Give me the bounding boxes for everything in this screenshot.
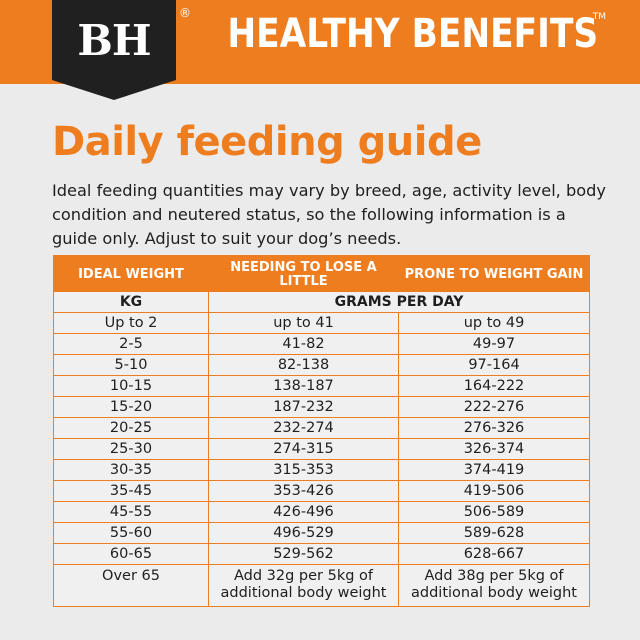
weight-cell: 30-35 — [53, 459, 209, 481]
unit-grams-per-day: GRAMS PER DAY — [208, 291, 590, 313]
lose-a-little-cell: 496-529 — [208, 522, 399, 544]
lose-a-little-cell: 232-274 — [208, 417, 399, 439]
lose-a-little-cell: 187-232 — [208, 396, 399, 418]
table-header-row: IDEAL WEIGHT NEEDING TO LOSE A LITTLE PR… — [53, 255, 590, 292]
lose-a-little-cell: 426-496 — [208, 501, 399, 523]
weight-gain-cell: 97-164 — [398, 354, 590, 376]
table-row: Over 65 Add 32g per 5kg of additional bod… — [53, 564, 590, 607]
weight-cell: 15-20 — [53, 396, 209, 418]
table-row: 30-35 315-353 374-419 — [53, 459, 590, 481]
lose-a-little-cell: 138-187 — [208, 375, 399, 397]
weight-cell: 25-30 — [53, 438, 209, 460]
lose-a-little-cell: 82-138 — [208, 354, 399, 376]
brand-logo-text: BH — [77, 16, 151, 65]
lose-a-little-cell: 353-426 — [208, 480, 399, 502]
table-row: 2-5 41-82 49-97 — [53, 333, 590, 355]
registered-mark: ® — [179, 6, 191, 20]
weight-gain-cell: 222-276 — [398, 396, 590, 418]
header-ideal-weight: IDEAL WEIGHT — [53, 255, 209, 292]
weight-gain-cell: 374-419 — [398, 459, 590, 481]
unit-kg: KG — [53, 291, 209, 313]
page-title: Daily feeding guide — [52, 119, 482, 165]
table-row: 25-30 274-315 326-374 — [53, 438, 590, 460]
lose-a-little-cell: 41-82 — [208, 333, 399, 355]
table-row: 45-55 426-496 506-589 — [53, 501, 590, 523]
lose-a-little-cell: 274-315 — [208, 438, 399, 460]
weight-cell: 55-60 — [53, 522, 209, 544]
weight-cell: 5-10 — [53, 354, 209, 376]
lose-a-little-cell: 315-353 — [208, 459, 399, 481]
weight-gain-cell: 49-97 — [398, 333, 590, 355]
weight-gain-cell: 589-628 — [398, 522, 590, 544]
table-row: 15-20 187-232 222-276 — [53, 396, 590, 418]
trademark-mark: TM — [592, 12, 606, 22]
lose-a-little-cell: up to 41 — [208, 312, 399, 334]
table-row: 55-60 496-529 589-628 — [53, 522, 590, 544]
table-row: 20-25 232-274 276-326 — [53, 417, 590, 439]
header-weight-gain: PRONE TO WEIGHT GAIN — [398, 255, 590, 292]
weight-cell: Over 65 — [53, 564, 209, 607]
units-row: KG GRAMS PER DAY — [53, 291, 590, 313]
weight-cell: 45-55 — [53, 501, 209, 523]
table-row: 35-45 353-426 419-506 — [53, 480, 590, 502]
weight-cell: 60-65 — [53, 543, 209, 565]
weight-gain-cell: 164-222 — [398, 375, 590, 397]
table-row: 10-15 138-187 164-222 — [53, 375, 590, 397]
weight-gain-cell: 326-374 — [398, 438, 590, 460]
weight-cell: 2-5 — [53, 333, 209, 355]
weight-cell: Up to 2 — [53, 312, 209, 334]
weight-cell: 35-45 — [53, 480, 209, 502]
feeding-table: IDEAL WEIGHT NEEDING TO LOSE A LITTLE PR… — [53, 255, 590, 607]
table-row: 60-65 529-562 628-667 — [53, 543, 590, 565]
table-row: 5-10 82-138 97-164 — [53, 354, 590, 376]
weight-cell: 10-15 — [53, 375, 209, 397]
weight-gain-cell: 506-589 — [398, 501, 590, 523]
brand-logo: BH — [52, 0, 176, 100]
weight-cell: 20-25 — [53, 417, 209, 439]
weight-gain-cell: Add 38g per 5kg of additional body weigh… — [398, 564, 590, 607]
lose-a-little-cell: 529-562 — [208, 543, 399, 565]
weight-gain-cell: up to 49 — [398, 312, 590, 334]
weight-gain-cell: 419-506 — [398, 480, 590, 502]
header-title: HEALTHY BENEFITS — [227, 11, 598, 57]
header-lose-a-little: NEEDING TO LOSE A LITTLE — [208, 255, 399, 292]
weight-gain-cell: 276-326 — [398, 417, 590, 439]
intro-paragraph: Ideal feeding quantities may vary by bre… — [52, 181, 607, 248]
weight-gain-cell: 628-667 — [398, 543, 590, 565]
table-row: Up to 2 up to 41 up to 49 — [53, 312, 590, 334]
lose-a-little-cell: Add 32g per 5kg of additional body weigh… — [208, 564, 399, 607]
